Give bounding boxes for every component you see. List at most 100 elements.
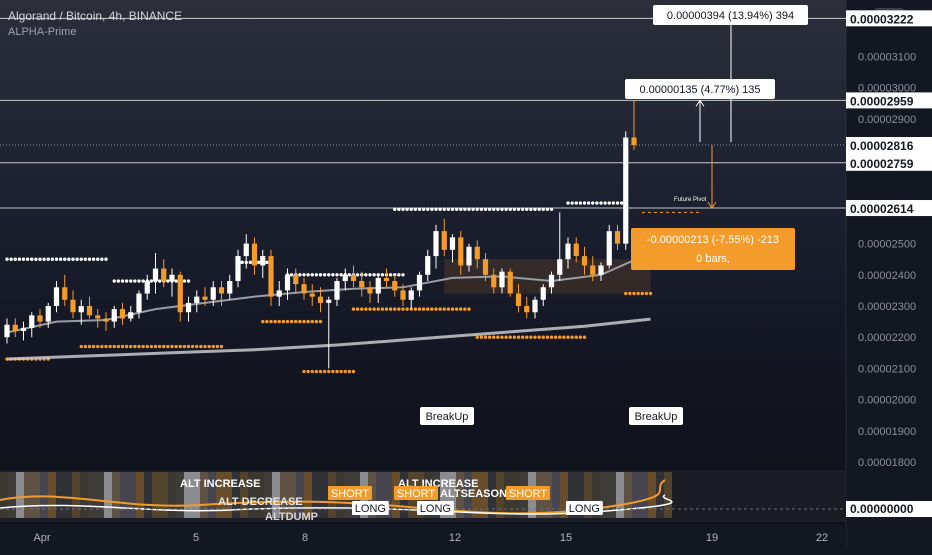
signal-dot (520, 335, 525, 339)
signal-dot (54, 257, 59, 261)
candle-body (78, 306, 84, 313)
signal-dot (438, 307, 442, 311)
indicator-cell (112, 472, 120, 518)
projection-label-box (625, 79, 775, 99)
candle-body (590, 265, 596, 275)
signal-dot (413, 207, 418, 211)
signal-dot (549, 207, 554, 211)
signal-dot (393, 307, 397, 311)
signal-dot (166, 279, 170, 283)
signal-dot (615, 201, 620, 205)
breakup-badge (420, 407, 474, 425)
signal-dot (496, 207, 500, 211)
candle-body (375, 277, 381, 294)
signal-dot (525, 207, 529, 211)
y-tick-label: 0.00003000 (858, 83, 916, 95)
signal-badge (566, 501, 603, 515)
signal-dot (50, 257, 55, 261)
signal-dot (285, 319, 290, 324)
candle-body (317, 296, 324, 303)
signal-dot (475, 335, 479, 339)
signal-dot (644, 291, 649, 296)
signal-dot (446, 307, 451, 311)
signal-dot (116, 344, 121, 349)
signal-dot (405, 207, 409, 211)
price-axis-panel (846, 0, 932, 550)
indicator-cell (104, 472, 112, 518)
signal-dot (368, 273, 372, 277)
candle-body (111, 309, 117, 322)
signal-dot (487, 335, 492, 339)
signal-dot (310, 273, 314, 277)
candle-body (119, 309, 126, 319)
indicator-cell (80, 472, 88, 518)
price-level-label: 0.00003222 (850, 12, 914, 26)
candle-body (235, 256, 241, 282)
signal-dot (58, 257, 63, 261)
signal-dot (174, 344, 178, 349)
signal-dot (83, 344, 88, 349)
indicator-cell (256, 472, 264, 518)
signal-dot (46, 257, 50, 261)
candle-body (326, 299, 332, 303)
signal-dot (116, 279, 121, 283)
signal-dot (421, 207, 426, 211)
signal-dot (401, 207, 405, 211)
indicator-cell (384, 472, 392, 518)
indicator-cell (488, 472, 496, 518)
signal-dot (71, 257, 75, 261)
signal-dot (558, 335, 562, 339)
signal-dot (368, 307, 372, 311)
signal-dot (372, 307, 376, 311)
indicator-cell (0, 472, 8, 518)
x-tick-label: 19 (706, 532, 718, 544)
signal-dot (467, 207, 471, 211)
signal-dot (108, 344, 112, 349)
signal-badge (394, 486, 438, 500)
signal-dot (339, 369, 343, 374)
signal-dot (318, 369, 323, 374)
indicator-cell (312, 472, 320, 518)
signal-dot (178, 344, 182, 349)
signal-dot (504, 207, 508, 211)
projection-arrow-head (707, 201, 717, 209)
candle-body (565, 243, 571, 260)
signal-badge (506, 486, 550, 500)
signal-dot (483, 207, 488, 211)
candle-body (152, 268, 159, 282)
indicator-cell (136, 472, 144, 518)
signal-dot (100, 344, 104, 349)
candle-body (408, 290, 414, 300)
signal-dot (281, 319, 286, 324)
signal-dot (533, 207, 537, 211)
signal-dot (401, 307, 405, 311)
signal-dot (269, 319, 273, 324)
x-tick-label: 5 (193, 532, 199, 544)
signal-dot (331, 273, 335, 277)
candle-body (623, 137, 629, 244)
signal-dot (21, 257, 26, 261)
indicator-label: ALTDUMP (265, 511, 318, 523)
signal-dot (430, 307, 434, 311)
indicator-cell (64, 472, 72, 518)
signal-dot (302, 273, 306, 277)
candle-body (218, 287, 225, 294)
signal-badge-label: LONG (420, 503, 451, 515)
candle-body (260, 256, 266, 266)
ma-slow-line (6, 317, 651, 361)
indicator-cell (184, 472, 192, 518)
signal-dot (318, 273, 323, 277)
candle-body (524, 306, 530, 313)
signal-dot (306, 319, 310, 324)
indicator-value-badge (846, 501, 932, 517)
signal-dot (421, 307, 426, 311)
candle-body (95, 315, 101, 319)
projection-label: -0.00000213 (-7.55%) -213 (647, 234, 779, 246)
y-tick-label: 0.00003300 (858, 0, 916, 1)
signal-dot (265, 319, 269, 324)
candle-body (491, 274, 497, 288)
y-tick-label: 0.00003100 (858, 51, 916, 63)
x-tick-label: 15 (560, 532, 572, 544)
candle-body (416, 274, 423, 291)
indicator-cell (480, 472, 488, 518)
